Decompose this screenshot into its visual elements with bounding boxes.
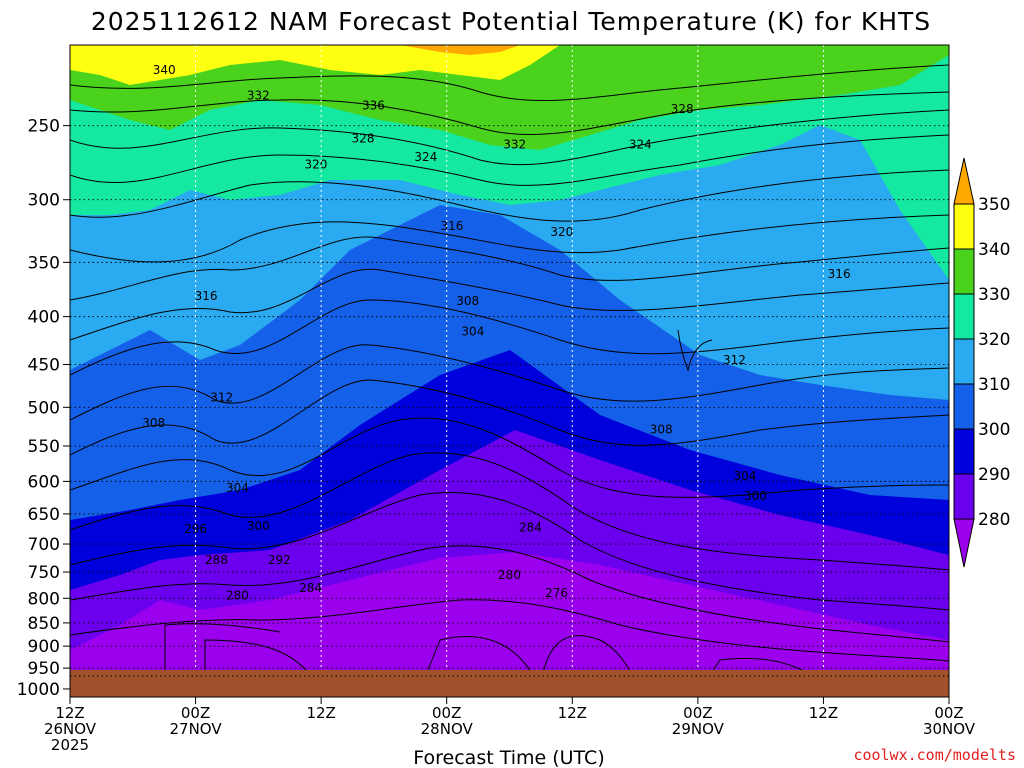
plot-frame: [69, 44, 950, 698]
contour-label: 308: [142, 416, 165, 430]
colorbar-extend-low: [953, 518, 975, 568]
contour-label: 280: [226, 589, 249, 603]
isentropes: [70, 64, 949, 691]
y-axis: 250 300 350 400 450 500 550 600 650 700 750 800 850 9…: [17, 117, 70, 700]
contour-label: 280: [498, 568, 521, 582]
y-tick-label: 350: [28, 253, 60, 273]
x-tick-label: 12Z: [558, 704, 587, 722]
contour-label: 296: [184, 522, 207, 536]
credit-text: coolwx.com/modelts: [853, 746, 1016, 764]
colorbar-tick-label: 320: [978, 330, 1010, 350]
contour-label: 292: [268, 553, 291, 567]
y-tick-label: 850: [28, 614, 60, 634]
y-tick-label: 300: [28, 191, 60, 211]
contour-label: 284: [299, 581, 322, 595]
y-tick-label: 250: [28, 117, 60, 137]
contour-label: 320: [304, 157, 327, 171]
y-tick-label: 400: [28, 308, 60, 328]
contour-label: 300: [744, 489, 767, 503]
colorbar-box: [953, 383, 975, 430]
plot-area: 340 332 336 328 324 332 328 324 320 316 320 316 316 3…: [70, 45, 949, 697]
contour-label: 308: [456, 294, 479, 308]
ground-surface: [70, 670, 949, 697]
y-tick-label: 700: [28, 535, 60, 555]
contour-label: 276: [545, 586, 568, 600]
colorbar-extend-high: [953, 157, 975, 205]
colorbar-tick-label: 310: [978, 375, 1010, 395]
x-tick-label: 26NOV: [44, 720, 97, 738]
colorbar-tick-label: 330: [978, 285, 1010, 305]
contour-label: 336: [362, 99, 385, 113]
y-tick-label: 500: [28, 398, 60, 418]
y-tick-label: 650: [28, 505, 60, 525]
contour-label: 316: [440, 219, 463, 233]
contour-label: 328: [671, 102, 694, 116]
x-tick-label: 29NOV: [672, 720, 725, 738]
colorbar-tick-label: 340: [978, 240, 1010, 260]
colorbar-box: [953, 473, 975, 520]
x-tick-label: 27NOV: [170, 720, 223, 738]
y-tick-label: 950: [28, 659, 60, 679]
x-tick-label: 00Z: [683, 704, 712, 722]
colorbar: 280 290 300 310 320 330 340 350: [953, 157, 1010, 568]
contour-label: 316: [195, 289, 218, 303]
colorbar-box: [953, 293, 975, 340]
colorbar-box: [953, 338, 975, 385]
contour-label: 304: [226, 481, 249, 495]
y-tick-label: 550: [28, 437, 60, 457]
vgrid: [195, 45, 824, 697]
colorbar-box: [953, 428, 975, 475]
contour-label: 320: [550, 225, 573, 239]
contour-label: 304: [461, 325, 484, 339]
band-above-350: [400, 45, 520, 55]
y-tick-label: 450: [28, 355, 60, 375]
contour-label: 300: [247, 519, 270, 533]
colorbar-tick-label: 350: [978, 195, 1010, 215]
x-tick-label: 00Z: [181, 704, 210, 722]
colorbar-box: [953, 248, 975, 295]
x-tick-label: 00Z: [432, 704, 461, 722]
x-tick-label: 28NOV: [421, 720, 474, 738]
band-340: [70, 45, 949, 150]
band-350: [70, 45, 560, 85]
y-tick-label: 800: [28, 589, 60, 609]
contour-label: 332: [247, 88, 270, 102]
y-tick-label: 900: [28, 637, 60, 657]
colorbar-tick-label: 290: [978, 465, 1010, 485]
x-tick-label: 12Z: [55, 704, 84, 722]
contour-label: 288: [205, 553, 228, 567]
chart-title: 2025112612 NAM Forecast Potential Temper…: [91, 7, 931, 36]
contour-label: 304: [733, 469, 756, 483]
y-tick-label: 1000: [17, 680, 60, 700]
contour-label: 312: [210, 390, 233, 404]
contour-label: 324: [414, 150, 437, 164]
contour-label: 324: [629, 138, 652, 152]
x-tick-label: 12Z: [809, 704, 838, 722]
x-tick-label: 2025: [51, 736, 89, 754]
contour-label: 284: [519, 520, 542, 534]
contour-label: 332: [503, 138, 526, 152]
x-tick-label: 00Z: [934, 704, 963, 722]
contour-label: 316: [828, 267, 851, 281]
colorbar-tick-label: 280: [978, 510, 1010, 530]
x-tick-label: 30NOV: [923, 720, 976, 738]
x-tick-label: 12Z: [306, 704, 335, 722]
x-axis-label: Forecast Time (UTC): [413, 747, 604, 768]
contour-label: 328: [352, 131, 375, 145]
contour-label: 308: [650, 422, 673, 436]
y-tick-label: 600: [28, 472, 60, 492]
colorbar-tick-label: 300: [978, 420, 1010, 440]
y-tick-label: 750: [28, 563, 60, 583]
contour-label: 340: [153, 63, 176, 77]
contour-label: 312: [723, 353, 746, 367]
colorbar-box: [953, 203, 975, 250]
